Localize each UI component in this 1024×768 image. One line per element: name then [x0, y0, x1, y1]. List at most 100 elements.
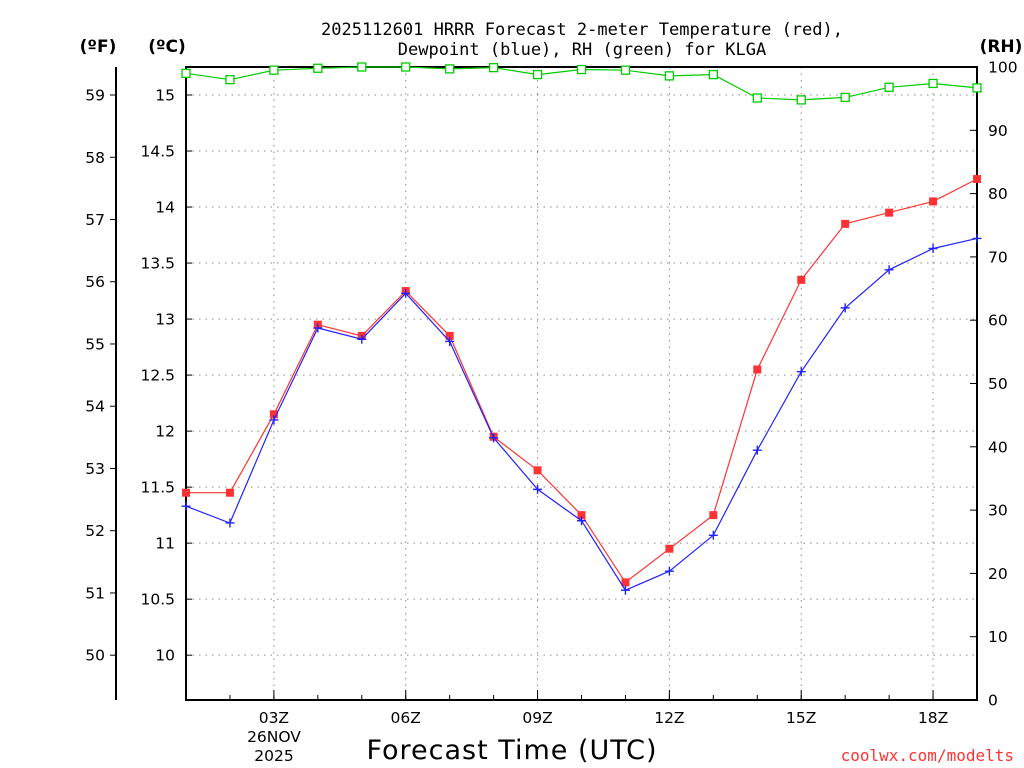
- temperature-point: [709, 511, 718, 520]
- rh-point: [708, 69, 718, 80]
- rh-point: [313, 63, 323, 73]
- time-tick-label: 09Z: [522, 709, 552, 727]
- rh-point: [532, 69, 543, 80]
- dewpoint-point: [972, 233, 982, 243]
- rh-tick-label: 30: [988, 502, 1008, 520]
- fahrenheit-tick-label: 56: [85, 273, 105, 291]
- rh-point: [225, 75, 235, 85]
- celsius-tick-label: 13: [155, 311, 175, 329]
- rh-point: [884, 82, 894, 92]
- rh-point: [269, 65, 279, 75]
- rh-point: [401, 62, 411, 72]
- rh-point: [972, 83, 982, 93]
- dewpoint-line: [185, 237, 978, 591]
- time-tick-label: 12Z: [654, 709, 684, 727]
- dewpoint-point: [181, 501, 191, 511]
- date-label-year: 2025: [254, 747, 293, 765]
- rh-point: [357, 62, 367, 72]
- fahrenheit-tick-label: 59: [85, 87, 105, 105]
- gridlines: [186, 67, 977, 700]
- rh-tick-label: 40: [988, 438, 1008, 456]
- temperature-point: [621, 578, 630, 587]
- celsius-tick-label: 10.5: [140, 591, 175, 609]
- temperature-point: [182, 488, 190, 497]
- dewpoint-point: [796, 367, 806, 377]
- rh-tick-label: 60: [988, 312, 1008, 330]
- dewpoint-point: [489, 433, 499, 443]
- celsius-tick-label: 12: [155, 423, 175, 441]
- rh-tick-label: 20: [988, 565, 1008, 583]
- fahrenheit-tick-label: 57: [85, 211, 105, 229]
- chart-title-line-2: Dewpoint (blue), RH (green) for KLGA: [398, 40, 766, 60]
- celsius-tick-label: 10: [155, 647, 175, 665]
- temperature-point: [269, 410, 278, 419]
- temperature-point: [753, 365, 762, 374]
- celsius-tick-label: 11.5: [140, 479, 175, 497]
- fahrenheit-tick-label: 51: [85, 584, 105, 602]
- dewpoint-point: [620, 585, 630, 595]
- fahrenheit-tick-label: 50: [85, 647, 105, 665]
- rh-point: [796, 95, 806, 105]
- rh-tick-label: 50: [988, 375, 1008, 393]
- rh-point: [840, 92, 850, 103]
- celsius-tick-label: 13.5: [140, 255, 175, 273]
- celsius-tick-label: 12.5: [140, 367, 175, 385]
- dewpoint-point: [313, 323, 323, 333]
- time-tick-label: 15Z: [786, 709, 816, 727]
- rh-point: [445, 64, 455, 74]
- rh-point: [664, 71, 675, 81]
- rh-point: [752, 93, 762, 103]
- fahrenheit-tick-label: 55: [85, 335, 105, 353]
- rh-tick-label: 90: [988, 122, 1008, 140]
- temperature-point: [841, 219, 850, 228]
- temperature-point: [797, 275, 806, 284]
- rh-tick-label: 70: [988, 248, 1008, 266]
- credit-text: coolwx.com/modelts: [841, 746, 1014, 765]
- plot-frame: [185, 66, 978, 701]
- dewpoint-point: [928, 243, 938, 253]
- fahrenheit-tick-label: 53: [85, 460, 105, 478]
- fahrenheit-tick-label: 52: [85, 522, 105, 540]
- rh-point: [928, 78, 938, 89]
- dewpoint-point: [269, 415, 279, 425]
- temperature-point: [533, 466, 542, 475]
- rh-point: [620, 65, 631, 75]
- fahrenheit-unit-label: (ºF): [80, 37, 117, 57]
- celsius-unit-label: (ºC): [148, 37, 186, 57]
- dewpoint-point: [884, 265, 894, 275]
- celsius-tick-label: 14.5: [140, 143, 175, 161]
- rh-tick-label: 10: [988, 628, 1008, 646]
- dewpoint-point: [225, 518, 235, 528]
- temperature-point: [973, 175, 981, 184]
- rh-point: [488, 62, 499, 73]
- x-axis-label: Forecast Time (UTC): [366, 735, 657, 766]
- temperature-point: [225, 488, 234, 497]
- dewpoint-point: [664, 566, 674, 576]
- chart-title-line-1: 2025112601 HRRR Forecast 2-meter Tempera…: [321, 20, 843, 40]
- dewpoint-point: [752, 445, 762, 455]
- time-tick-label: 03Z: [259, 709, 289, 727]
- temperature-point: [445, 331, 454, 340]
- rh-point: [181, 68, 191, 78]
- dewpoint-point: [840, 303, 850, 313]
- dewpoint-point: [357, 334, 367, 344]
- temperature-point: [577, 511, 586, 520]
- celsius-tick-label: 14: [155, 199, 175, 217]
- temperature-point: [929, 197, 938, 206]
- dewpoint-point: [708, 530, 718, 540]
- dewpoint-point: [445, 336, 455, 346]
- fahrenheit-tick-label: 58: [85, 149, 105, 167]
- fahrenheit-tick-label: 54: [85, 398, 105, 416]
- celsius-tick-label: 11: [155, 535, 175, 553]
- temperature-point: [885, 208, 894, 217]
- celsius-tick-label: 15: [155, 87, 175, 105]
- rh-tick-label: 0: [988, 692, 998, 710]
- time-tick-label: 06Z: [391, 709, 421, 727]
- dewpoint-point: [401, 288, 411, 298]
- rh-tick-label: 80: [988, 185, 1008, 203]
- time-tick-label: 18Z: [918, 709, 948, 727]
- rh-unit-label: (RH): [980, 37, 1023, 57]
- temperature-point: [665, 544, 674, 553]
- rh-point: [576, 64, 587, 75]
